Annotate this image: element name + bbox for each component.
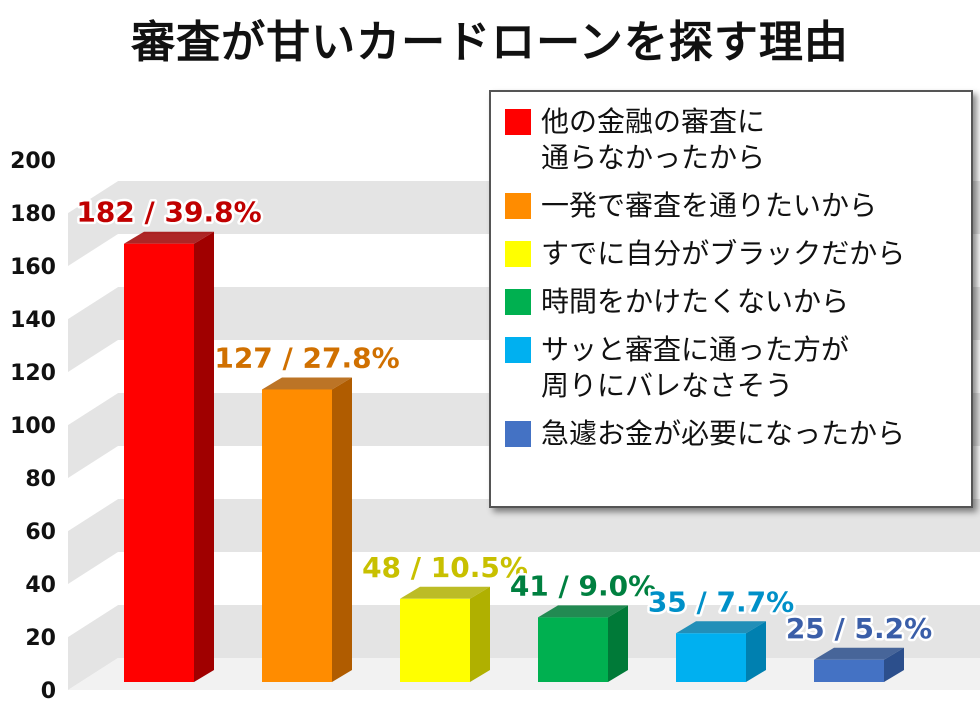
bar — [262, 377, 352, 682]
bar — [124, 231, 214, 682]
bar-top — [262, 377, 352, 390]
data-label: 182 / 39.8% — [76, 196, 261, 229]
y-tick-label: 140 — [10, 308, 56, 333]
legend-item: 他の金融の審査に 通らなかったから — [505, 104, 961, 176]
y-tick-label: 20 — [25, 626, 56, 651]
bar — [676, 621, 766, 682]
legend-item: 急遽お金が必要になったから — [505, 416, 961, 452]
data-label: 35 / 7.7% — [648, 585, 794, 618]
legend-item: 時間をかけたくないから — [505, 284, 961, 320]
bars — [124, 231, 904, 682]
bar-top — [400, 586, 490, 599]
legend-swatch — [505, 241, 531, 267]
legend-label: 時間をかけたくないから — [541, 285, 850, 318]
bar-front — [400, 598, 470, 682]
bar-front — [262, 389, 332, 682]
bar-side — [884, 647, 904, 682]
y-tick-label: 160 — [10, 255, 56, 280]
bar-side — [746, 621, 766, 682]
data-label: 127 / 27.8% — [214, 341, 399, 374]
legend-item: サッと審査に通った方が 周りにバレなさそう — [505, 332, 961, 404]
data-label: 41 / 9.0% — [510, 569, 656, 602]
bar-front — [814, 659, 884, 682]
legend-swatch — [505, 337, 531, 363]
chart-title: 審査が甘いカードローンを探す理由 — [131, 17, 849, 68]
legend-label: 一発で審査を通りたいから — [541, 189, 878, 222]
y-tick-label: 0 — [41, 679, 56, 704]
y-tick-label: 120 — [10, 361, 56, 386]
legend-item: 一発で審査を通りたいから — [505, 188, 961, 224]
y-tick-label: 100 — [10, 414, 56, 439]
bar-side — [194, 231, 214, 682]
bar-top — [538, 605, 628, 618]
y-tick-label: 80 — [25, 467, 56, 492]
bar-front — [124, 243, 194, 682]
data-label: 48 / 10.5% — [362, 551, 528, 584]
y-tick-label: 60 — [25, 520, 56, 545]
y-axis-ticks: 0 20 40 60 80 100 120 140 160 180 200 — [10, 149, 56, 704]
data-label: 25 / 5.2% — [786, 612, 932, 645]
legend-item: すでに自分がブラックだから — [505, 236, 961, 272]
bar-front — [676, 633, 746, 682]
bar-top — [814, 647, 904, 660]
legend-swatch — [505, 289, 531, 315]
legend-label: サッと審査に通った方が 周りにバレなさそう — [541, 333, 850, 402]
y-tick-label: 40 — [25, 573, 56, 598]
bar-side — [608, 605, 628, 682]
bar-side — [332, 377, 352, 682]
bar — [400, 586, 490, 682]
legend-label: 他の金融の審査に 通らなかったから — [541, 105, 766, 174]
bar-top — [676, 621, 766, 634]
bar-top — [124, 231, 214, 244]
legend-swatch — [505, 109, 531, 135]
legend-label: すでに自分がブラックだから — [541, 237, 906, 270]
y-tick-label: 180 — [10, 202, 56, 227]
y-tick-label: 200 — [10, 149, 56, 174]
legend: 他の金融の審査に 通らなかったから一発で審査を通りたいから すでに自分がブラックだ… — [489, 90, 973, 508]
legend-label: 急遽お金が必要になったから — [541, 417, 906, 450]
legend-swatch — [505, 193, 531, 219]
bar-side — [470, 586, 490, 682]
legend-swatch — [505, 421, 531, 447]
bar — [538, 605, 628, 682]
bar — [814, 647, 904, 682]
data-labels: 182 / 39.8% 127 / 27.8% 48 / 10.5%41 / 9.0… — [74, 193, 935, 647]
bar-front — [538, 617, 608, 682]
